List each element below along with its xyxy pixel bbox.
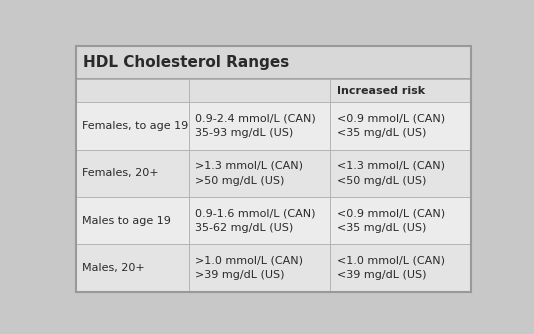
- Bar: [76, 46, 472, 79]
- Bar: [330, 79, 472, 102]
- Bar: [330, 150, 472, 197]
- Bar: [76, 244, 189, 292]
- Text: 0.9-2.4 mmol/L (CAN)
35-93 mg/dL (US): 0.9-2.4 mmol/L (CAN) 35-93 mg/dL (US): [195, 114, 316, 138]
- Bar: [76, 102, 189, 150]
- Bar: [189, 79, 330, 102]
- Text: <1.3 mmol/L (CAN)
<50 mg/dL (US): <1.3 mmol/L (CAN) <50 mg/dL (US): [337, 161, 445, 186]
- Bar: [330, 244, 472, 292]
- Text: Females, to age 19: Females, to age 19: [82, 121, 189, 131]
- Text: <0.9 mmol/L (CAN)
<35 mg/dL (US): <0.9 mmol/L (CAN) <35 mg/dL (US): [337, 208, 445, 233]
- Bar: [189, 150, 330, 197]
- Text: >1.0 mmol/L (CAN)
>39 mg/dL (US): >1.0 mmol/L (CAN) >39 mg/dL (US): [195, 256, 303, 280]
- Text: 0.9-1.6 mmol/L (CAN)
35-62 mg/dL (US): 0.9-1.6 mmol/L (CAN) 35-62 mg/dL (US): [195, 208, 316, 233]
- Bar: [76, 197, 189, 244]
- Bar: [189, 102, 330, 150]
- Text: Females, 20+: Females, 20+: [82, 168, 159, 178]
- Bar: [330, 197, 472, 244]
- Text: >1.3 mmol/L (CAN)
>50 mg/dL (US): >1.3 mmol/L (CAN) >50 mg/dL (US): [195, 161, 303, 186]
- Bar: [330, 102, 472, 150]
- Text: <0.9 mmol/L (CAN)
<35 mg/dL (US): <0.9 mmol/L (CAN) <35 mg/dL (US): [337, 114, 445, 138]
- Text: Males, 20+: Males, 20+: [82, 263, 145, 273]
- Text: HDL Cholesterol Ranges: HDL Cholesterol Ranges: [83, 55, 289, 70]
- Bar: [76, 79, 189, 102]
- Bar: [189, 244, 330, 292]
- Bar: [189, 197, 330, 244]
- Bar: [76, 150, 189, 197]
- Text: <1.0 mmol/L (CAN)
<39 mg/dL (US): <1.0 mmol/L (CAN) <39 mg/dL (US): [337, 256, 445, 280]
- Text: Increased risk: Increased risk: [337, 86, 425, 96]
- Text: Males to age 19: Males to age 19: [82, 216, 171, 225]
